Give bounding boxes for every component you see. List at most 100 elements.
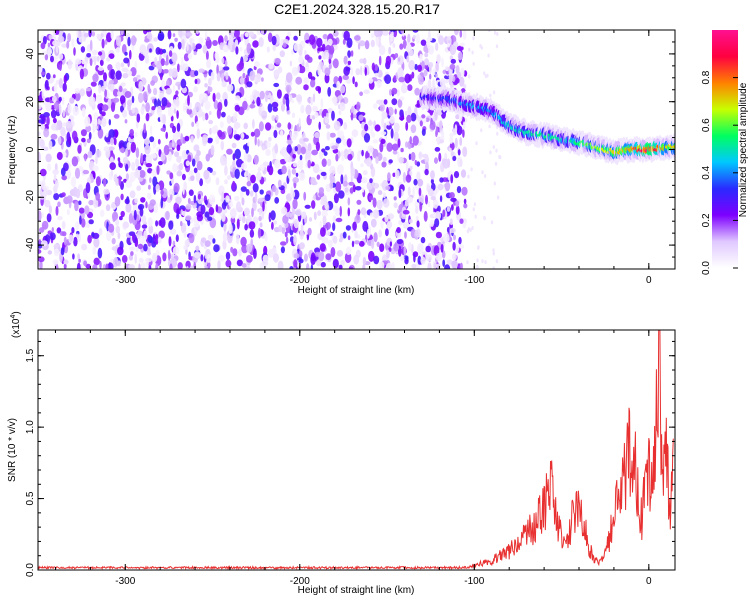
spectrogram-noise-cell bbox=[81, 59, 85, 65]
spectrogram-noise-cell bbox=[451, 260, 458, 269]
spectrogram-noise-cell bbox=[38, 131, 41, 137]
spectrogram-noise-cell bbox=[186, 108, 193, 115]
spectrogram-noise-cell bbox=[242, 100, 248, 111]
spectrogram-noise-cell bbox=[392, 172, 396, 177]
spectrogram-noise-cell bbox=[164, 60, 169, 66]
spectrogram-noise-cell bbox=[320, 261, 326, 268]
spectrogram-noise-cell bbox=[338, 237, 343, 243]
spectrogram-noise-cell bbox=[74, 91, 81, 102]
spectrogram-noise-cell bbox=[449, 44, 457, 56]
x-tick-label: -100 bbox=[464, 576, 484, 587]
spectrogram-noise-cell bbox=[132, 204, 139, 214]
spectrogram-noise-cell bbox=[316, 37, 323, 48]
spectrogram-noise-cell bbox=[306, 263, 310, 269]
spectrogram-noise-cell bbox=[427, 262, 432, 269]
spectrogram-noise-cell bbox=[240, 236, 247, 247]
spectrogram-noise-cell bbox=[343, 55, 348, 65]
spectrogram-noise-cell bbox=[434, 218, 440, 228]
spectrogram-noise-cell bbox=[122, 109, 128, 118]
spectrogram-noise-cell bbox=[345, 246, 352, 255]
spectrogram-noise-cell bbox=[479, 44, 482, 48]
spectrogram-noise-cell bbox=[311, 200, 316, 209]
spectrogram-noise-cell bbox=[219, 121, 224, 128]
spectrogram-noise-cell bbox=[63, 74, 67, 84]
spectrogram-noise-cell bbox=[230, 246, 234, 253]
spectrogram-noise-cell bbox=[291, 99, 294, 104]
spectrogram-noise-cell bbox=[155, 249, 160, 256]
spectrogram-noise-cell bbox=[397, 57, 401, 62]
spectrogram-noise-cell bbox=[366, 181, 373, 190]
spectrogram-noise-cell bbox=[155, 220, 159, 227]
spectrogram-noise-cell bbox=[385, 228, 389, 237]
spectrogram-noise-cell bbox=[131, 161, 136, 171]
spectrogram-noise-cell bbox=[355, 68, 361, 76]
spectrogram-noise-cell bbox=[67, 103, 72, 115]
spectrogram-noise-cell bbox=[312, 93, 316, 103]
spectrogram-noise-cell bbox=[84, 205, 90, 215]
spectrogram-noise-cell bbox=[68, 136, 72, 146]
x-tick-label: -300 bbox=[115, 275, 135, 286]
spectrogram-noise-cell bbox=[323, 238, 327, 244]
spectrogram-noise-cell bbox=[432, 261, 437, 269]
spectrogram-noise-cell bbox=[113, 257, 119, 268]
spectrogram-noise-cell bbox=[388, 46, 392, 55]
spectrogram-noise-cell bbox=[395, 169, 400, 179]
spectrogram-noise-cell bbox=[325, 124, 331, 129]
colorbar-ticks: 0.0 0.2 0.4 0.6 0.8 bbox=[701, 70, 738, 275]
spectrogram-noise-cell bbox=[407, 42, 411, 52]
spectrogram-noise-cell bbox=[334, 207, 340, 217]
spectrogram-noise-cell bbox=[204, 199, 208, 206]
spectrogram-noise-cell bbox=[176, 170, 183, 177]
spectrogram-noise-cell bbox=[413, 253, 416, 263]
spectrogram-noise-cell bbox=[191, 121, 195, 128]
spectrogram-noise-cell bbox=[386, 249, 390, 259]
spectrogram-noise-cell bbox=[62, 109, 66, 117]
spectrogram-noise-cell bbox=[337, 95, 343, 100]
spectrogram-noise-cell bbox=[419, 120, 423, 127]
spectrogram-noise-cell bbox=[321, 158, 327, 167]
spectrogram-noise-cell bbox=[183, 63, 189, 72]
snr-background bbox=[38, 330, 675, 570]
spectrogram-noise-cell bbox=[333, 120, 341, 131]
spectrogram-noise-cell bbox=[313, 194, 316, 200]
spectrogram-noise-cell bbox=[258, 37, 264, 48]
spectrogram-noise-cell bbox=[172, 132, 179, 141]
spectrogram-noise-cell bbox=[419, 53, 423, 63]
spectrogram-noise-cell bbox=[272, 44, 277, 52]
spectrogram-noise-cell bbox=[332, 30, 339, 37]
spectrogram-noise-cell bbox=[322, 215, 327, 226]
spectrogram-noise-cell bbox=[318, 251, 325, 262]
spectrogram-noise-cell bbox=[437, 183, 444, 191]
spectrogram-noise-cell bbox=[342, 231, 347, 239]
spectrogram-noise-cell bbox=[101, 117, 107, 128]
spectrogram-x-ticks: -300 -200 -100 0 bbox=[54, 30, 652, 286]
spectrogram-noise-cell bbox=[220, 140, 225, 151]
spectrogram-noise-cell bbox=[376, 199, 383, 210]
spectrogram-noise-cell bbox=[432, 199, 439, 209]
spectrogram-noise-cell bbox=[450, 197, 457, 202]
spectrogram-noise-cell bbox=[212, 92, 216, 102]
spectrogram-noise-cell bbox=[432, 211, 437, 218]
spectrogram-noise-cell bbox=[151, 253, 158, 263]
spectrogram-noise-cell bbox=[450, 151, 455, 157]
spectrogram-noise-cell bbox=[286, 144, 292, 154]
spectrogram-noise-cell bbox=[217, 130, 223, 138]
spectrogram-noise-cell bbox=[61, 192, 66, 198]
spectrogram-noise-cell bbox=[197, 193, 201, 200]
spectrogram-noise-cell bbox=[61, 175, 67, 181]
y-tick-label: 1.5 bbox=[25, 348, 36, 362]
spectrogram-noise-cell bbox=[210, 71, 215, 81]
spectrogram-noise-cell bbox=[105, 263, 109, 269]
spectrogram-noise-cell bbox=[145, 163, 153, 168]
spectrogram-noise-cell bbox=[187, 95, 190, 106]
spectrogram-noise-cell bbox=[202, 113, 206, 122]
spectrogram-noise-cell bbox=[336, 250, 343, 257]
spectrogram-noise-cell bbox=[110, 68, 116, 80]
spectrogram-noise-cell bbox=[193, 144, 200, 152]
spectrogram-noise-cell bbox=[207, 138, 213, 144]
spectrogram-noise-cell bbox=[327, 38, 333, 46]
spectrogram-noise-cell bbox=[322, 33, 328, 40]
spectrogram-noise-cell bbox=[457, 156, 463, 168]
spectrogram-noise-cell bbox=[259, 189, 264, 195]
